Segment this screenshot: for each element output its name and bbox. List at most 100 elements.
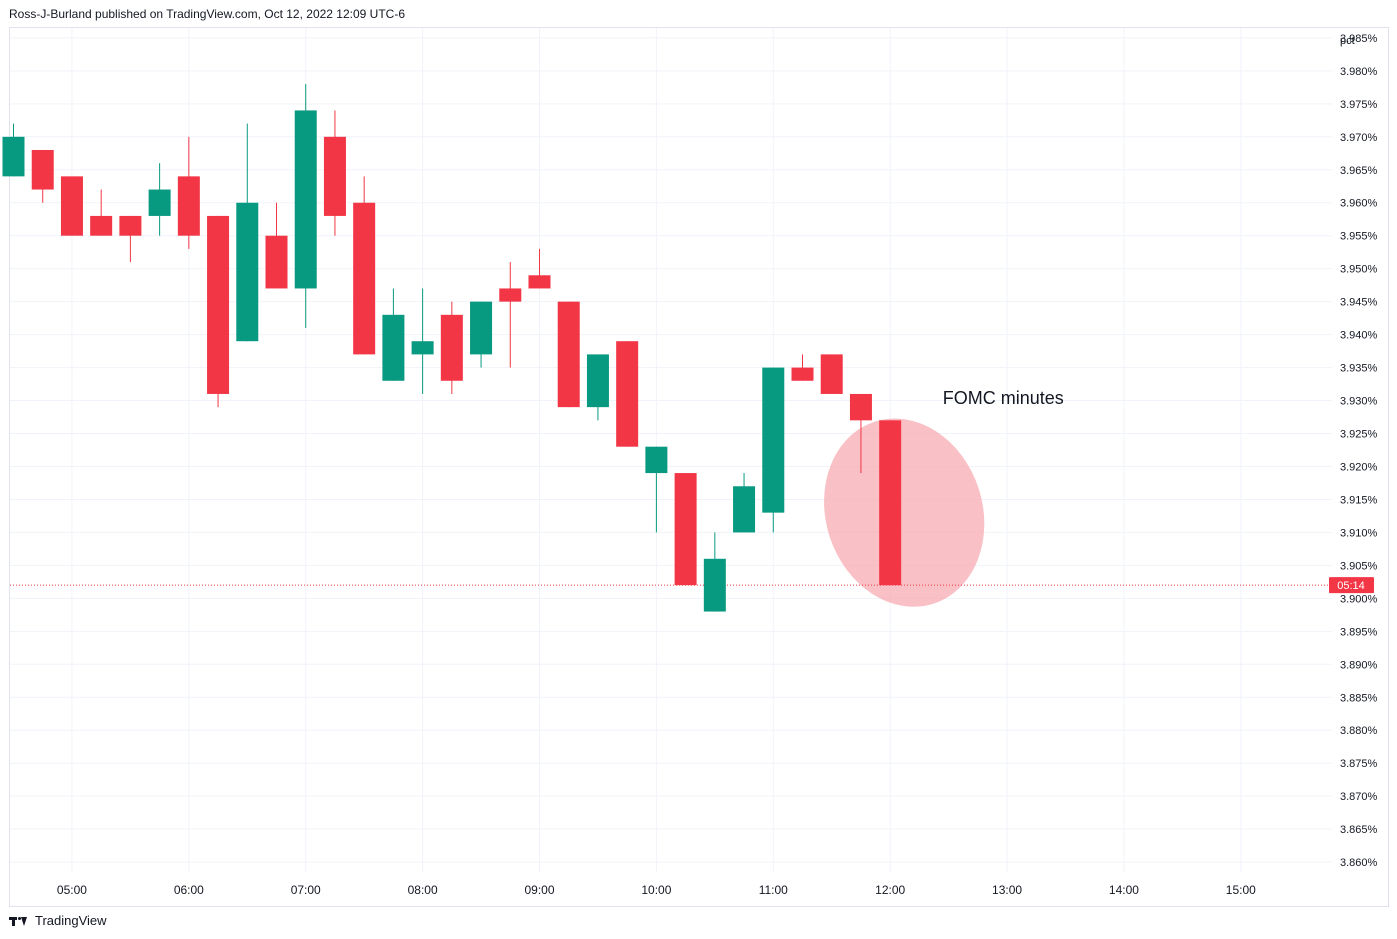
x-tick-label: 14:00 <box>1109 883 1139 897</box>
candle <box>90 189 113 236</box>
y-tick-label: 3.925% <box>1340 429 1378 441</box>
y-tick-label: 3.960% <box>1340 198 1378 210</box>
x-tick-label: 08:00 <box>408 883 438 897</box>
candle <box>236 123 259 342</box>
candle <box>411 288 434 394</box>
candle-body <box>31 149 54 190</box>
x-tick-label: 15:00 <box>1226 883 1256 897</box>
x-tick-label: 10:00 <box>641 883 671 897</box>
candle-body <box>411 341 434 355</box>
x-tick-label: 13:00 <box>992 883 1022 897</box>
y-tick-label: 3.900% <box>1340 593 1378 605</box>
fomc-annotation: FOMC minutes <box>943 388 1064 408</box>
candle <box>557 301 580 408</box>
y-tick-label: 3.910% <box>1340 527 1378 539</box>
y-tick-label: 3.890% <box>1340 659 1378 671</box>
candle-body <box>2 136 25 177</box>
candle-body <box>557 301 580 408</box>
y-tick-label: 3.985% <box>1340 33 1378 45</box>
candle-body <box>820 354 843 394</box>
highlight-ellipse <box>824 418 985 607</box>
candle <box>849 393 872 474</box>
y-tick-label: 3.865% <box>1340 824 1378 836</box>
candle-body <box>440 314 463 381</box>
y-tick-label: 3.950% <box>1340 264 1378 276</box>
candle <box>470 301 493 368</box>
candle <box>148 163 171 236</box>
candle <box>440 301 463 394</box>
tradingview-brand-label: TradingView <box>35 913 107 928</box>
candle-body <box>879 420 902 586</box>
candle-body <box>60 176 83 236</box>
candle-body <box>762 367 785 513</box>
candle-body <box>470 301 493 355</box>
candle <box>791 354 814 381</box>
y-tick-label: 3.920% <box>1340 461 1378 473</box>
candle-body <box>791 367 814 381</box>
y-tick-label: 3.930% <box>1340 396 1378 408</box>
candle-body <box>733 486 756 533</box>
y-tick-label: 3.980% <box>1340 66 1378 78</box>
candle-body <box>119 215 142 236</box>
candle-body <box>353 202 376 355</box>
candle-body <box>236 202 259 342</box>
candle-body <box>703 558 726 612</box>
countdown-label: 05:14 <box>1337 580 1365 592</box>
candle <box>762 367 785 533</box>
y-axis-unit-label: pct <box>1340 35 1355 47</box>
y-tick-label: 3.935% <box>1340 363 1378 375</box>
candle <box>31 149 54 203</box>
candle <box>60 176 83 236</box>
candle <box>207 215 230 408</box>
candle <box>294 84 317 329</box>
current-price-tag: 05:14 <box>1329 577 1374 594</box>
y-tick-label: 3.945% <box>1340 297 1378 309</box>
candle <box>645 446 668 533</box>
price-tag-box <box>1329 577 1374 594</box>
candle-body <box>323 136 346 216</box>
x-tick-label: 12:00 <box>875 883 905 897</box>
y-tick-label: 3.940% <box>1340 330 1378 342</box>
candle-body <box>265 235 288 289</box>
candle <box>499 262 522 368</box>
candle <box>382 288 405 381</box>
candle-body <box>849 393 872 421</box>
candle-body <box>499 288 522 302</box>
candle <box>353 176 376 355</box>
candles <box>2 84 902 612</box>
y-tick-label: 3.915% <box>1340 494 1378 506</box>
candle-body <box>616 341 639 447</box>
candle <box>674 473 697 586</box>
candle-body <box>90 215 113 236</box>
candle-body <box>294 110 317 289</box>
y-tick-label: 3.895% <box>1340 626 1378 638</box>
candle <box>616 341 639 447</box>
y-tick-label: 3.970% <box>1340 132 1378 144</box>
x-tick-label: 06:00 <box>174 883 204 897</box>
candle <box>703 532 726 612</box>
x-tick-label: 05:00 <box>57 883 87 897</box>
y-tick-label: 3.860% <box>1340 857 1378 869</box>
x-tick-label: 09:00 <box>524 883 554 897</box>
candle-body <box>645 446 668 474</box>
candle <box>2 123 25 177</box>
y-tick-label: 3.885% <box>1340 692 1378 704</box>
y-tick-label: 3.975% <box>1340 99 1378 111</box>
candle <box>733 473 756 533</box>
y-tick-label: 3.870% <box>1340 791 1378 803</box>
candle-body <box>207 215 230 394</box>
x-tick-label: 11:00 <box>759 883 788 897</box>
chart-frame <box>9 27 1389 907</box>
candle <box>323 110 346 236</box>
candle <box>177 136 200 249</box>
y-tick-label: 3.905% <box>1340 560 1378 572</box>
candle-body <box>674 473 697 586</box>
x-tick-label: 07:00 <box>291 883 321 897</box>
candle-body <box>177 176 200 236</box>
y-tick-label: 3.880% <box>1340 725 1378 737</box>
candle <box>265 202 288 289</box>
y-tick-label: 3.955% <box>1340 231 1378 243</box>
candle <box>528 248 551 289</box>
